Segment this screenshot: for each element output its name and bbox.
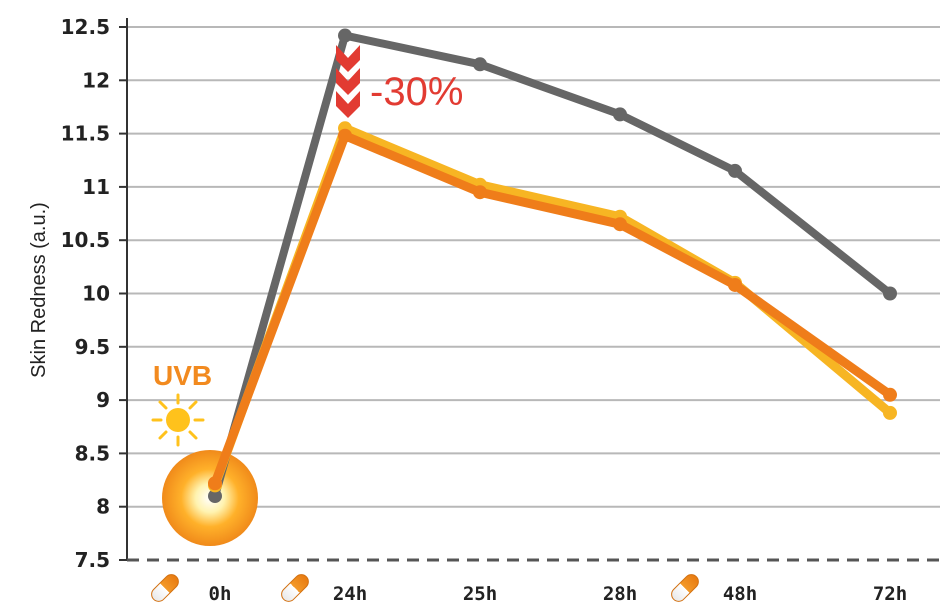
x-tick-label: 0h — [209, 583, 232, 605]
pill-icon — [281, 574, 309, 602]
data-point — [883, 387, 897, 402]
data-point — [473, 185, 487, 200]
series-line — [210, 123, 895, 490]
x-tick-label: 28h — [603, 583, 637, 605]
y-tick-label: 11 — [82, 175, 110, 199]
y-tick-label: 7.5 — [75, 548, 110, 572]
x-tick-label: 24h — [333, 583, 367, 605]
y-tick-label: 10 — [82, 282, 110, 306]
data-point — [613, 107, 627, 122]
y-tick-labels: 7.5 8 8.5 9 9.5 10 10.5 11 11.5 12 12.5 — [61, 15, 127, 572]
data-point — [883, 286, 897, 301]
uvb-label: UVB — [153, 360, 212, 391]
x-tick-label: 72h — [873, 583, 907, 605]
y-axis-label: Skin Redness (a.u.) — [28, 202, 50, 378]
series-lines — [208, 28, 897, 504]
reduction-callout: -30% — [336, 45, 463, 118]
data-point — [338, 128, 352, 143]
pill-icon — [671, 574, 699, 602]
grid-lines — [127, 26, 940, 508]
data-point — [208, 476, 222, 491]
y-tick-label: 12 — [82, 68, 110, 92]
pill-icon — [151, 574, 179, 602]
data-point — [208, 489, 222, 504]
data-point — [728, 163, 742, 178]
y-tick-label: 12.5 — [61, 15, 110, 39]
y-tick-label: 9 — [96, 388, 110, 412]
series-line — [211, 31, 894, 501]
data-point — [728, 277, 742, 292]
series-line — [210, 131, 895, 488]
down-arrows-icon — [336, 45, 360, 118]
data-point — [613, 217, 627, 232]
y-tick-label: 10.5 — [61, 228, 110, 252]
x-tick-labels: 0h 24h 25h 28h 48h 72h — [151, 574, 907, 605]
data-point — [473, 57, 487, 72]
y-tick-label: 8 — [96, 495, 110, 519]
y-tick-label: 8.5 — [75, 441, 110, 465]
y-tick-label: 11.5 — [61, 122, 110, 146]
reduction-label: -30% — [370, 70, 463, 114]
y-tick-label: 9.5 — [75, 335, 110, 359]
x-tick-label: 25h — [463, 583, 497, 605]
data-point — [883, 405, 897, 420]
sun-icon — [151, 393, 205, 447]
x-tick-label: 48h — [723, 583, 757, 605]
data-point — [338, 28, 352, 43]
